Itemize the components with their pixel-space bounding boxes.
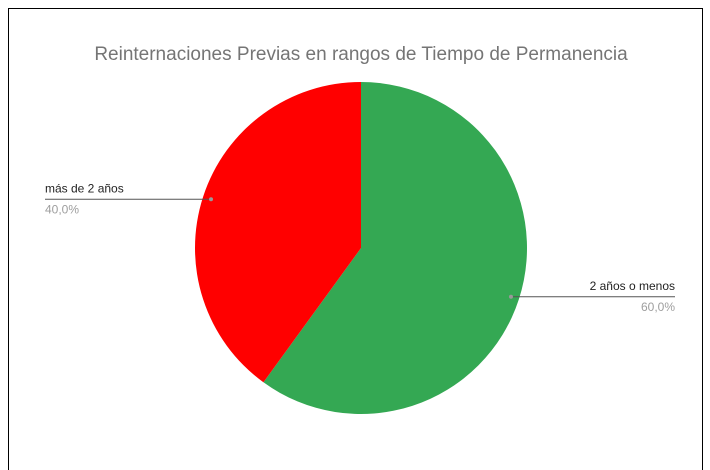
slice-value-label: 40,0% <box>45 202 79 216</box>
pie-slice <box>263 82 527 414</box>
leader-dot <box>209 197 214 202</box>
slice-label: más de 2 años <box>45 181 124 195</box>
slice-value-label: 60,0% <box>641 300 675 314</box>
slice-label: 2 años o menos <box>590 279 675 293</box>
pie-slice <box>195 81 361 383</box>
chart-title: Reinternaciones Previas en rangos de Tie… <box>94 44 628 65</box>
leader-dot <box>508 294 513 299</box>
